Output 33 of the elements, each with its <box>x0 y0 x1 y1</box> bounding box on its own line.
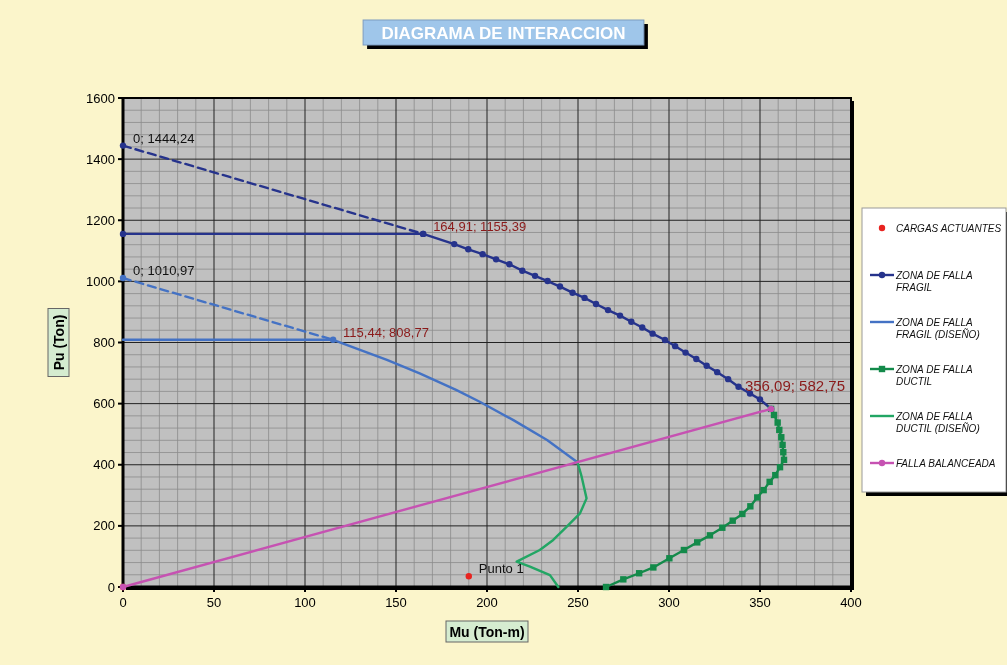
chart-title: DIAGRAMA DE INTERACCION <box>381 24 626 43</box>
legend-label: ZONA DE FALLA FRAGIL (DISEÑO) <box>895 317 980 340</box>
legend-label: CARGAS ACTUANTES <box>896 223 1002 234</box>
y-tick-label: 1400 <box>86 151 115 167</box>
legend-label: ZONA DE FALLA FRAGIL <box>895 270 974 293</box>
x-tick-label: 300 <box>658 595 680 610</box>
annotation: 356,09; 582,75 <box>744 376 845 394</box>
annotation: 0; 1444,24 <box>133 130 195 146</box>
legend-label: ZONA DE FALLA DUCTIL (DISEÑO) <box>895 411 980 434</box>
y-tick-label: 200 <box>93 518 115 534</box>
legend-label: FALLA BALANCEADA <box>896 458 996 469</box>
x-tick-label: 250 <box>567 595 589 610</box>
x-tick-label: 200 <box>476 595 498 610</box>
y-tick-label: 1200 <box>86 212 115 228</box>
y-axis-title: Pu (Ton) <box>51 314 67 371</box>
y-tick-label: 800 <box>93 335 115 350</box>
x-tick-label: 150 <box>385 595 407 610</box>
x-tick-label: 0 <box>119 595 127 610</box>
y-tick-label: 1600 <box>86 90 115 106</box>
x-axis-title: Mu (Ton-m) <box>449 624 525 640</box>
annotation: Punto 1 <box>478 561 524 577</box>
x-tick-label: 400 <box>840 595 862 610</box>
annotation: 0; 1010,97 <box>133 263 195 279</box>
annotation: 115,44; 808,77 <box>343 324 429 340</box>
x-tick-label: 350 <box>749 595 771 610</box>
y-tick-label: 600 <box>93 396 115 412</box>
annotation: 164,91; 1155,39 <box>433 218 527 234</box>
y-tick-label: 400 <box>93 457 115 473</box>
x-tick-label: 100 <box>294 595 316 610</box>
y-tick-label: 1000 <box>86 273 115 289</box>
y-tick-label: 0 <box>107 579 115 595</box>
x-tick-label: 50 <box>206 595 222 610</box>
legend-label: ZONA DE FALLA DUCTIL <box>895 364 974 387</box>
